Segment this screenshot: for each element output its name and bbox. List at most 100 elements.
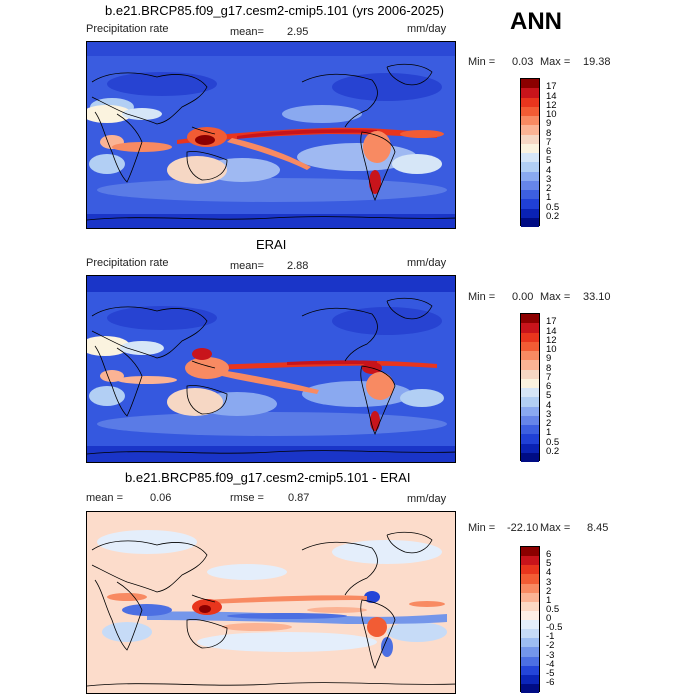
colorbar-label: 6 xyxy=(546,381,552,392)
colorbar-label: 0.5 xyxy=(546,201,560,213)
panel2-min-label: Min = xyxy=(468,291,496,303)
colorbar-label: 0 xyxy=(546,613,552,624)
colorbar-label: 3 xyxy=(546,408,552,420)
panel3-map xyxy=(86,511,456,694)
colorbar-swatch xyxy=(521,647,539,657)
panel2-variable-label: Precipitation rate xyxy=(86,257,169,269)
colorbar-label: 17 xyxy=(546,316,557,328)
colorbar-swatch xyxy=(521,565,539,575)
colorbar-swatch xyxy=(521,369,539,379)
panel1-title: b.e21.BRCP85.f09_g17.cesm2-cmip5.101 (yr… xyxy=(105,3,444,18)
colorbar-swatch xyxy=(521,134,539,144)
colorbar-label: 17 xyxy=(546,81,557,93)
panel3-title: b.e21.BRCP85.f09_g17.cesm2-cmip5.101 - E… xyxy=(125,470,411,485)
colorbar-swatch xyxy=(521,665,539,675)
colorbar-label: 0.5 xyxy=(546,603,560,615)
panel1-min-value: 0.03 xyxy=(512,56,534,68)
colorbar-label: -0.5 xyxy=(546,622,563,634)
colorbar-label: 4 xyxy=(546,567,552,579)
panel2-mean-label: mean= xyxy=(230,260,264,272)
colorbar-label: 14 xyxy=(546,325,557,337)
panel2-title: ERAI xyxy=(256,237,287,252)
colorbar-swatch xyxy=(521,351,539,361)
colorbar-swatch xyxy=(521,620,539,630)
panel3-mean-value: 0.06 xyxy=(150,492,172,504)
panel3-colorbar xyxy=(520,546,540,693)
colorbar-swatch xyxy=(521,452,539,462)
colorbar-swatch xyxy=(521,406,539,416)
colorbar-swatch xyxy=(521,592,539,602)
colorbar-swatch xyxy=(521,683,539,693)
colorbar-label: -5 xyxy=(546,667,555,679)
colorbar-swatch xyxy=(521,341,539,351)
season-label: ANN xyxy=(510,8,562,35)
colorbar-swatch xyxy=(521,656,539,666)
colorbar-label: 0.2 xyxy=(546,210,560,222)
colorbar-swatch xyxy=(521,360,539,370)
panel1-min-label: Min = xyxy=(468,56,496,68)
panel1-variable-label: Precipitation rate xyxy=(86,23,169,35)
colorbar-swatch xyxy=(521,208,539,218)
colorbar-label: 2 xyxy=(546,183,552,194)
colorbar-label: 5 xyxy=(546,390,552,402)
colorbar-swatch xyxy=(521,388,539,398)
colorbar-label: 5 xyxy=(546,558,552,570)
colorbar-label: 10 xyxy=(546,109,557,120)
panel1-mean-label: mean= xyxy=(230,26,264,38)
panel2-max-value: 33.10 xyxy=(583,291,611,303)
colorbar-swatch xyxy=(521,434,539,444)
colorbar-swatch xyxy=(521,397,539,407)
colorbar-label: 14 xyxy=(546,90,557,102)
colorbar-label: 3 xyxy=(546,173,552,185)
colorbar-label: 6 xyxy=(546,549,552,561)
colorbar-swatch xyxy=(521,425,539,435)
panel1-mean-value: 2.95 xyxy=(287,26,309,38)
panel1-map-svg xyxy=(87,42,455,228)
colorbar-label: -6 xyxy=(546,676,555,688)
colorbar-swatch xyxy=(521,415,539,425)
panel1-max-label: Max = xyxy=(540,56,571,68)
colorbar-swatch xyxy=(521,171,539,181)
colorbar-swatch xyxy=(521,88,539,98)
colorbar-swatch xyxy=(521,583,539,593)
colorbar-label: 4 xyxy=(546,164,552,176)
colorbar-label: 1 xyxy=(546,192,552,204)
panel2-mean-value: 2.88 xyxy=(287,260,309,272)
colorbar-swatch xyxy=(521,106,539,116)
panel2-map xyxy=(86,275,456,463)
colorbar-swatch xyxy=(521,153,539,163)
panel3-rmse-label: rmse = xyxy=(230,492,264,504)
panel2-units: mm/day xyxy=(407,257,447,269)
panel2-colorbar xyxy=(520,313,540,462)
panel3-max-label: Max = xyxy=(540,522,571,534)
colorbar-label: 4 xyxy=(546,399,552,411)
panel2-min-value: 0.00 xyxy=(512,291,534,303)
colorbar-label: 3 xyxy=(546,576,552,588)
colorbar-label: 12 xyxy=(546,334,557,346)
colorbar-swatch xyxy=(521,97,539,107)
colorbar-label: 9 xyxy=(546,353,552,365)
colorbar-swatch xyxy=(521,125,539,135)
colorbar-swatch xyxy=(521,378,539,388)
colorbar-label: 8 xyxy=(546,127,552,139)
colorbar-label: 6 xyxy=(546,146,552,157)
colorbar-label: 0.5 xyxy=(546,436,560,448)
colorbar-label: 2 xyxy=(546,418,552,429)
colorbar-label: -1 xyxy=(546,631,555,643)
panel1-max-value: 19.38 xyxy=(583,56,611,68)
colorbar-label: -2 xyxy=(546,640,555,652)
panel3-min-label: Min = xyxy=(468,522,496,534)
panel3-min-value: -22.10 xyxy=(507,522,539,534)
panel2-max-label: Max = xyxy=(540,291,571,303)
colorbar-label: -3 xyxy=(546,649,555,661)
colorbar-label: 7 xyxy=(546,136,552,148)
colorbar-swatch xyxy=(521,629,539,639)
colorbar-swatch xyxy=(521,547,539,557)
panel1-map xyxy=(86,41,456,229)
panel3-max-value: 8.45 xyxy=(587,522,609,534)
colorbar-swatch xyxy=(521,323,539,333)
colorbar-label: 5 xyxy=(546,155,552,167)
panel3-mean-label: mean = xyxy=(86,492,123,504)
colorbar-label: -4 xyxy=(546,658,555,670)
panel3-rmse-value: 0.87 xyxy=(288,492,310,504)
